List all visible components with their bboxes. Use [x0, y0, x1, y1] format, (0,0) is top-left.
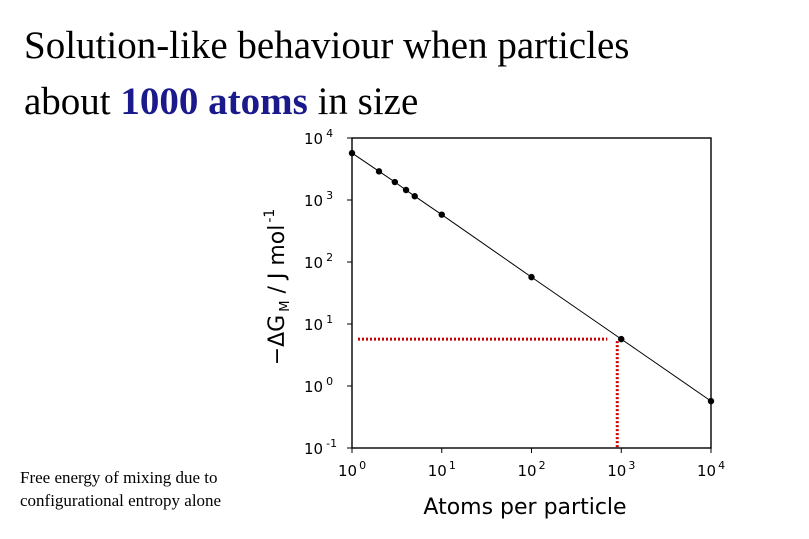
x-tick-label: 10 3: [607, 459, 635, 480]
y-tick-label: 10 3: [304, 189, 333, 210]
data-point: [375, 168, 383, 175]
title-line-2: about 1000 atoms in size: [24, 74, 629, 130]
y-axis-label: −ΔGM / J mol-1: [262, 209, 293, 366]
x-tick-label: 10 4: [697, 459, 725, 480]
data-point: [618, 335, 625, 343]
x-axis-label: Atoms per particle: [423, 495, 626, 520]
data-point: [707, 397, 715, 405]
y-tick-label: 10 1: [304, 313, 333, 334]
data-point: [391, 178, 399, 186]
data-point: [438, 211, 445, 218]
x-tick-label: 10 2: [518, 459, 546, 480]
data-point: [402, 186, 410, 194]
caption-line-1: Free energy of mixing due to: [20, 468, 218, 487]
caption: Free energy of mixing due to configurati…: [20, 466, 221, 512]
y-tick-label: 10 4: [304, 127, 333, 148]
x-tick-label: 10 0: [338, 459, 366, 480]
title-line-2-post: in size: [307, 80, 419, 123]
data-point: [411, 193, 418, 200]
y-tick-label: 10 0: [304, 375, 333, 396]
slide-title: Solution-like behaviour when particles a…: [24, 18, 629, 130]
plot-frame: [351, 137, 712, 449]
data-point: [348, 149, 356, 157]
caption-line-2: configurational entropy alone: [20, 491, 222, 510]
title-line-1: Solution-like behaviour when particles: [24, 24, 630, 67]
title-line-2-pre: about: [24, 80, 121, 123]
y-tick-label: 10 2: [304, 251, 333, 272]
title-highlight: 1000 atoms: [120, 80, 308, 123]
y-tick-label: 10 -1: [304, 437, 337, 458]
data-point: [528, 273, 535, 281]
x-tick-label: 10 1: [428, 459, 456, 480]
